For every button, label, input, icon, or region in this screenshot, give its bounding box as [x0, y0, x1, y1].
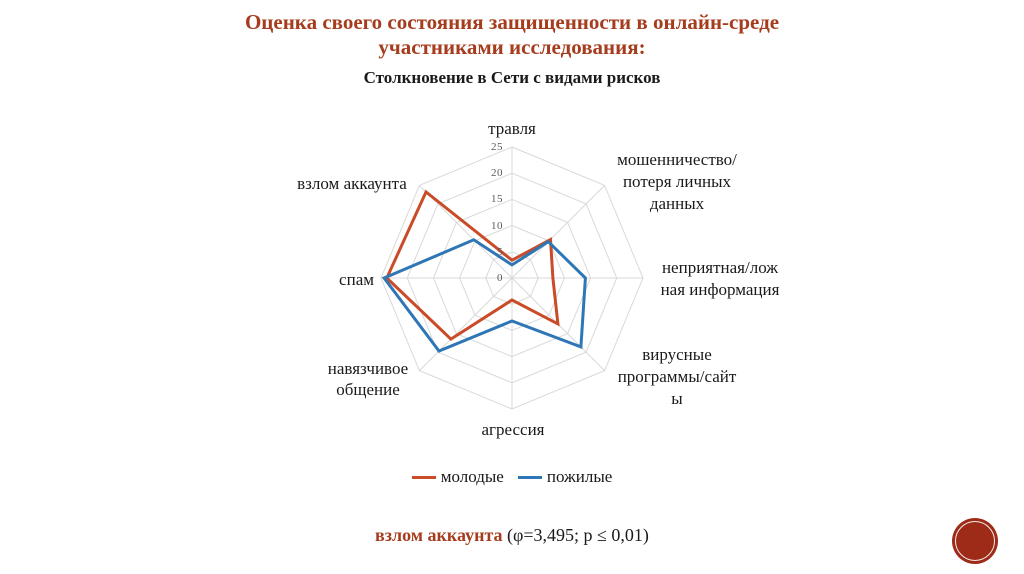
slide-title-line1: Оценка своего состояния защищенности в о…	[244, 10, 780, 34]
legend-line-swatch-orange	[411, 475, 436, 479]
axis-label-travlya: травля	[488, 119, 536, 138]
legend-item-molodye: молодые	[411, 467, 504, 487]
axis-label-nepriyatnaya-informatsiya: неприятная/лож ная информация	[660, 258, 780, 299]
radial-tick-label-20: 20	[491, 167, 503, 179]
chart-legend: молодые пожилые	[0, 467, 1024, 487]
axis-label-agressiya: агрессия	[481, 420, 545, 439]
radial-tick-label-0: 0	[497, 272, 503, 284]
axis-label-virusnye-programmy: вирусные программы/сайт ы	[617, 345, 737, 408]
logo-circle	[952, 518, 998, 564]
logo-inner-ring	[955, 521, 995, 561]
legend-label-molodye: молодые	[440, 467, 504, 486]
stat-caption: взлом аккаунта (φ=3,495; p ≤ 0,01)	[0, 525, 1024, 546]
legend-label-pozhilye: пожилые	[546, 467, 613, 486]
axis-label-vzlom-akkaunta: взлом аккаунта	[297, 174, 407, 193]
slide-title: Оценка своего состояния защищенности в о…	[0, 10, 1024, 60]
slide-title-line2: участниками исследования:	[378, 35, 646, 59]
radial-tick-label-15: 15	[491, 193, 503, 205]
radial-tick-label-5: 5	[497, 246, 503, 258]
radial-tick-label-25: 25	[491, 141, 503, 153]
legend-line-swatch-blue	[517, 475, 542, 479]
stat-caption-highlight: взлом аккаунта	[375, 525, 503, 545]
stat-caption-values: (φ=3,495; p ≤ 0,01)	[502, 525, 649, 545]
legend-item-pozhilye: пожилые	[517, 467, 613, 487]
axis-label-spam: спам	[339, 270, 374, 289]
axis-label-moshennichestvo: мошенничество/ потеря личных данных	[617, 150, 737, 213]
radial-tick-label-10: 10	[491, 220, 503, 232]
chart-title: Столкновение в Сети с видами рисков	[363, 68, 661, 87]
axis-label-navyazchivoe-obshchenie: навязчивое общение	[327, 359, 409, 399]
